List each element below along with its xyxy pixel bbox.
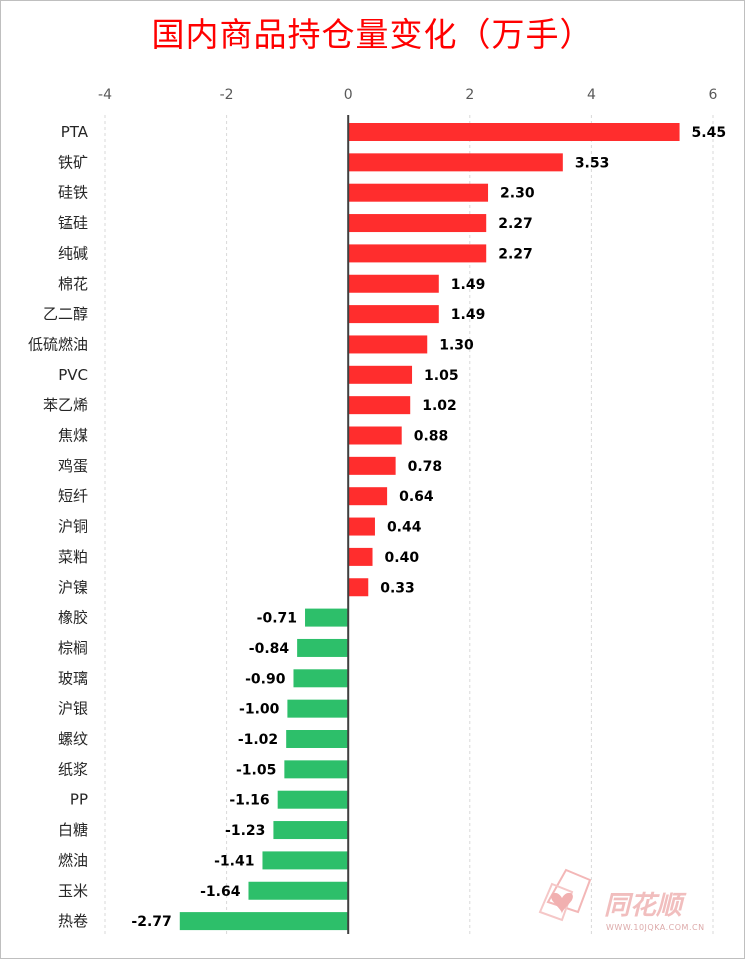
category-label: PTA bbox=[61, 123, 89, 141]
bar bbox=[348, 396, 411, 415]
category-label: 苯乙烯 bbox=[43, 396, 88, 414]
x-tick-label: 6 bbox=[709, 87, 718, 103]
x-tick-label: 2 bbox=[465, 87, 474, 103]
category-label: 玉米 bbox=[58, 882, 88, 900]
bar bbox=[277, 790, 349, 809]
data-label: -1.23 bbox=[225, 823, 265, 839]
bar bbox=[348, 517, 375, 536]
bar bbox=[348, 578, 369, 597]
watermark-brand: 同花顺 bbox=[604, 891, 687, 921]
data-label: -1.00 bbox=[239, 702, 280, 718]
category-label: 燃油 bbox=[58, 851, 88, 869]
x-tick-label: 4 bbox=[587, 87, 596, 103]
x-tick-labels: -4 -2 0 2 4 6 bbox=[98, 87, 718, 103]
watermark: 同花顺 WWW.10JQKA.COM.CN bbox=[538, 868, 705, 932]
bar bbox=[348, 274, 439, 293]
bar bbox=[348, 305, 439, 324]
category-label: 沪镍 bbox=[58, 578, 88, 596]
category-label: 螺纹 bbox=[58, 730, 88, 748]
bar bbox=[348, 183, 489, 202]
category-label: 白糖 bbox=[58, 821, 88, 839]
data-label: 3.53 bbox=[575, 155, 610, 171]
data-label: 1.05 bbox=[424, 368, 459, 384]
data-label: -0.71 bbox=[257, 611, 297, 627]
bar bbox=[348, 547, 373, 566]
data-label: 0.64 bbox=[399, 489, 434, 505]
data-label: -0.90 bbox=[245, 671, 286, 687]
category-label: 锰硅 bbox=[58, 214, 88, 232]
data-label: 1.49 bbox=[451, 277, 486, 293]
bar bbox=[348, 335, 428, 354]
data-label: -2.77 bbox=[131, 914, 171, 930]
data-label: -1.64 bbox=[200, 884, 241, 900]
category-label: PVC bbox=[58, 366, 88, 384]
category-label: 沪铜 bbox=[58, 518, 88, 536]
data-label: 0.78 bbox=[408, 459, 443, 475]
bar bbox=[305, 608, 349, 627]
data-label: 0.44 bbox=[387, 520, 422, 536]
watermark-url: WWW.10JQKA.COM.CN bbox=[606, 923, 705, 932]
bar bbox=[348, 123, 680, 141]
data-label: 0.33 bbox=[380, 580, 415, 596]
bar bbox=[286, 730, 349, 748]
category-label: 纯碱 bbox=[58, 244, 88, 262]
bar bbox=[248, 881, 349, 900]
category-label: 玻璃 bbox=[58, 669, 88, 687]
value-labels: 5.45 3.53 2.30 2.27 2.27 1.49 1.49 1.30 1.05 1.02… bbox=[131, 125, 726, 930]
data-label: 2.27 bbox=[498, 216, 533, 232]
bar bbox=[348, 214, 487, 233]
category-label: PP bbox=[70, 791, 88, 809]
bar bbox=[297, 638, 349, 657]
bar bbox=[284, 760, 349, 779]
data-label: 5.45 bbox=[692, 125, 727, 141]
category-label: 纸浆 bbox=[58, 760, 88, 778]
bar bbox=[348, 365, 413, 384]
category-label: 乙二醇 bbox=[43, 305, 88, 323]
data-label: 0.88 bbox=[414, 429, 449, 445]
data-label: 1.02 bbox=[422, 398, 457, 414]
category-label: 鸡蛋 bbox=[58, 457, 88, 475]
data-label: -1.41 bbox=[214, 853, 254, 869]
chart-title: 国内商品持仓量变化（万手） bbox=[151, 15, 594, 54]
data-label: -0.84 bbox=[249, 641, 290, 657]
category-label: 热卷 bbox=[58, 912, 88, 930]
category-label: 焦煤 bbox=[58, 427, 88, 445]
x-tick-label: -4 bbox=[98, 87, 112, 103]
data-label: 2.30 bbox=[500, 186, 535, 202]
data-label: 1.49 bbox=[451, 307, 486, 323]
bar bbox=[273, 821, 349, 840]
bar bbox=[348, 153, 563, 172]
bar bbox=[348, 244, 487, 263]
logo-icon bbox=[538, 868, 592, 922]
x-tick-label: -2 bbox=[220, 87, 234, 103]
category-label: 硅铁 bbox=[58, 184, 88, 202]
category-label: 菜粕 bbox=[58, 548, 88, 566]
bar bbox=[293, 669, 349, 688]
grid-lines bbox=[104, 115, 714, 934]
category-label: 棕榈 bbox=[58, 639, 88, 657]
data-label: -1.02 bbox=[238, 732, 278, 748]
bar bbox=[179, 912, 349, 931]
category-label: 橡胶 bbox=[58, 609, 88, 627]
category-label: 铁矿 bbox=[58, 153, 88, 171]
category-label: 短纤 bbox=[58, 487, 88, 505]
category-label: 沪银 bbox=[58, 700, 88, 718]
bar bbox=[348, 456, 396, 475]
bar bbox=[262, 851, 349, 870]
data-label: 1.30 bbox=[439, 337, 474, 353]
category-label: 棉花 bbox=[58, 275, 88, 293]
data-label: -1.05 bbox=[236, 762, 276, 778]
category-label: 低硫燃油 bbox=[28, 335, 88, 353]
bar bbox=[348, 426, 402, 445]
data-label: 0.40 bbox=[385, 550, 420, 566]
data-label: 2.27 bbox=[498, 246, 533, 262]
bar bbox=[348, 487, 388, 506]
x-tick-label: 0 bbox=[344, 87, 353, 103]
bars bbox=[179, 123, 680, 931]
data-label: -1.16 bbox=[229, 793, 269, 809]
bar bbox=[287, 699, 349, 718]
